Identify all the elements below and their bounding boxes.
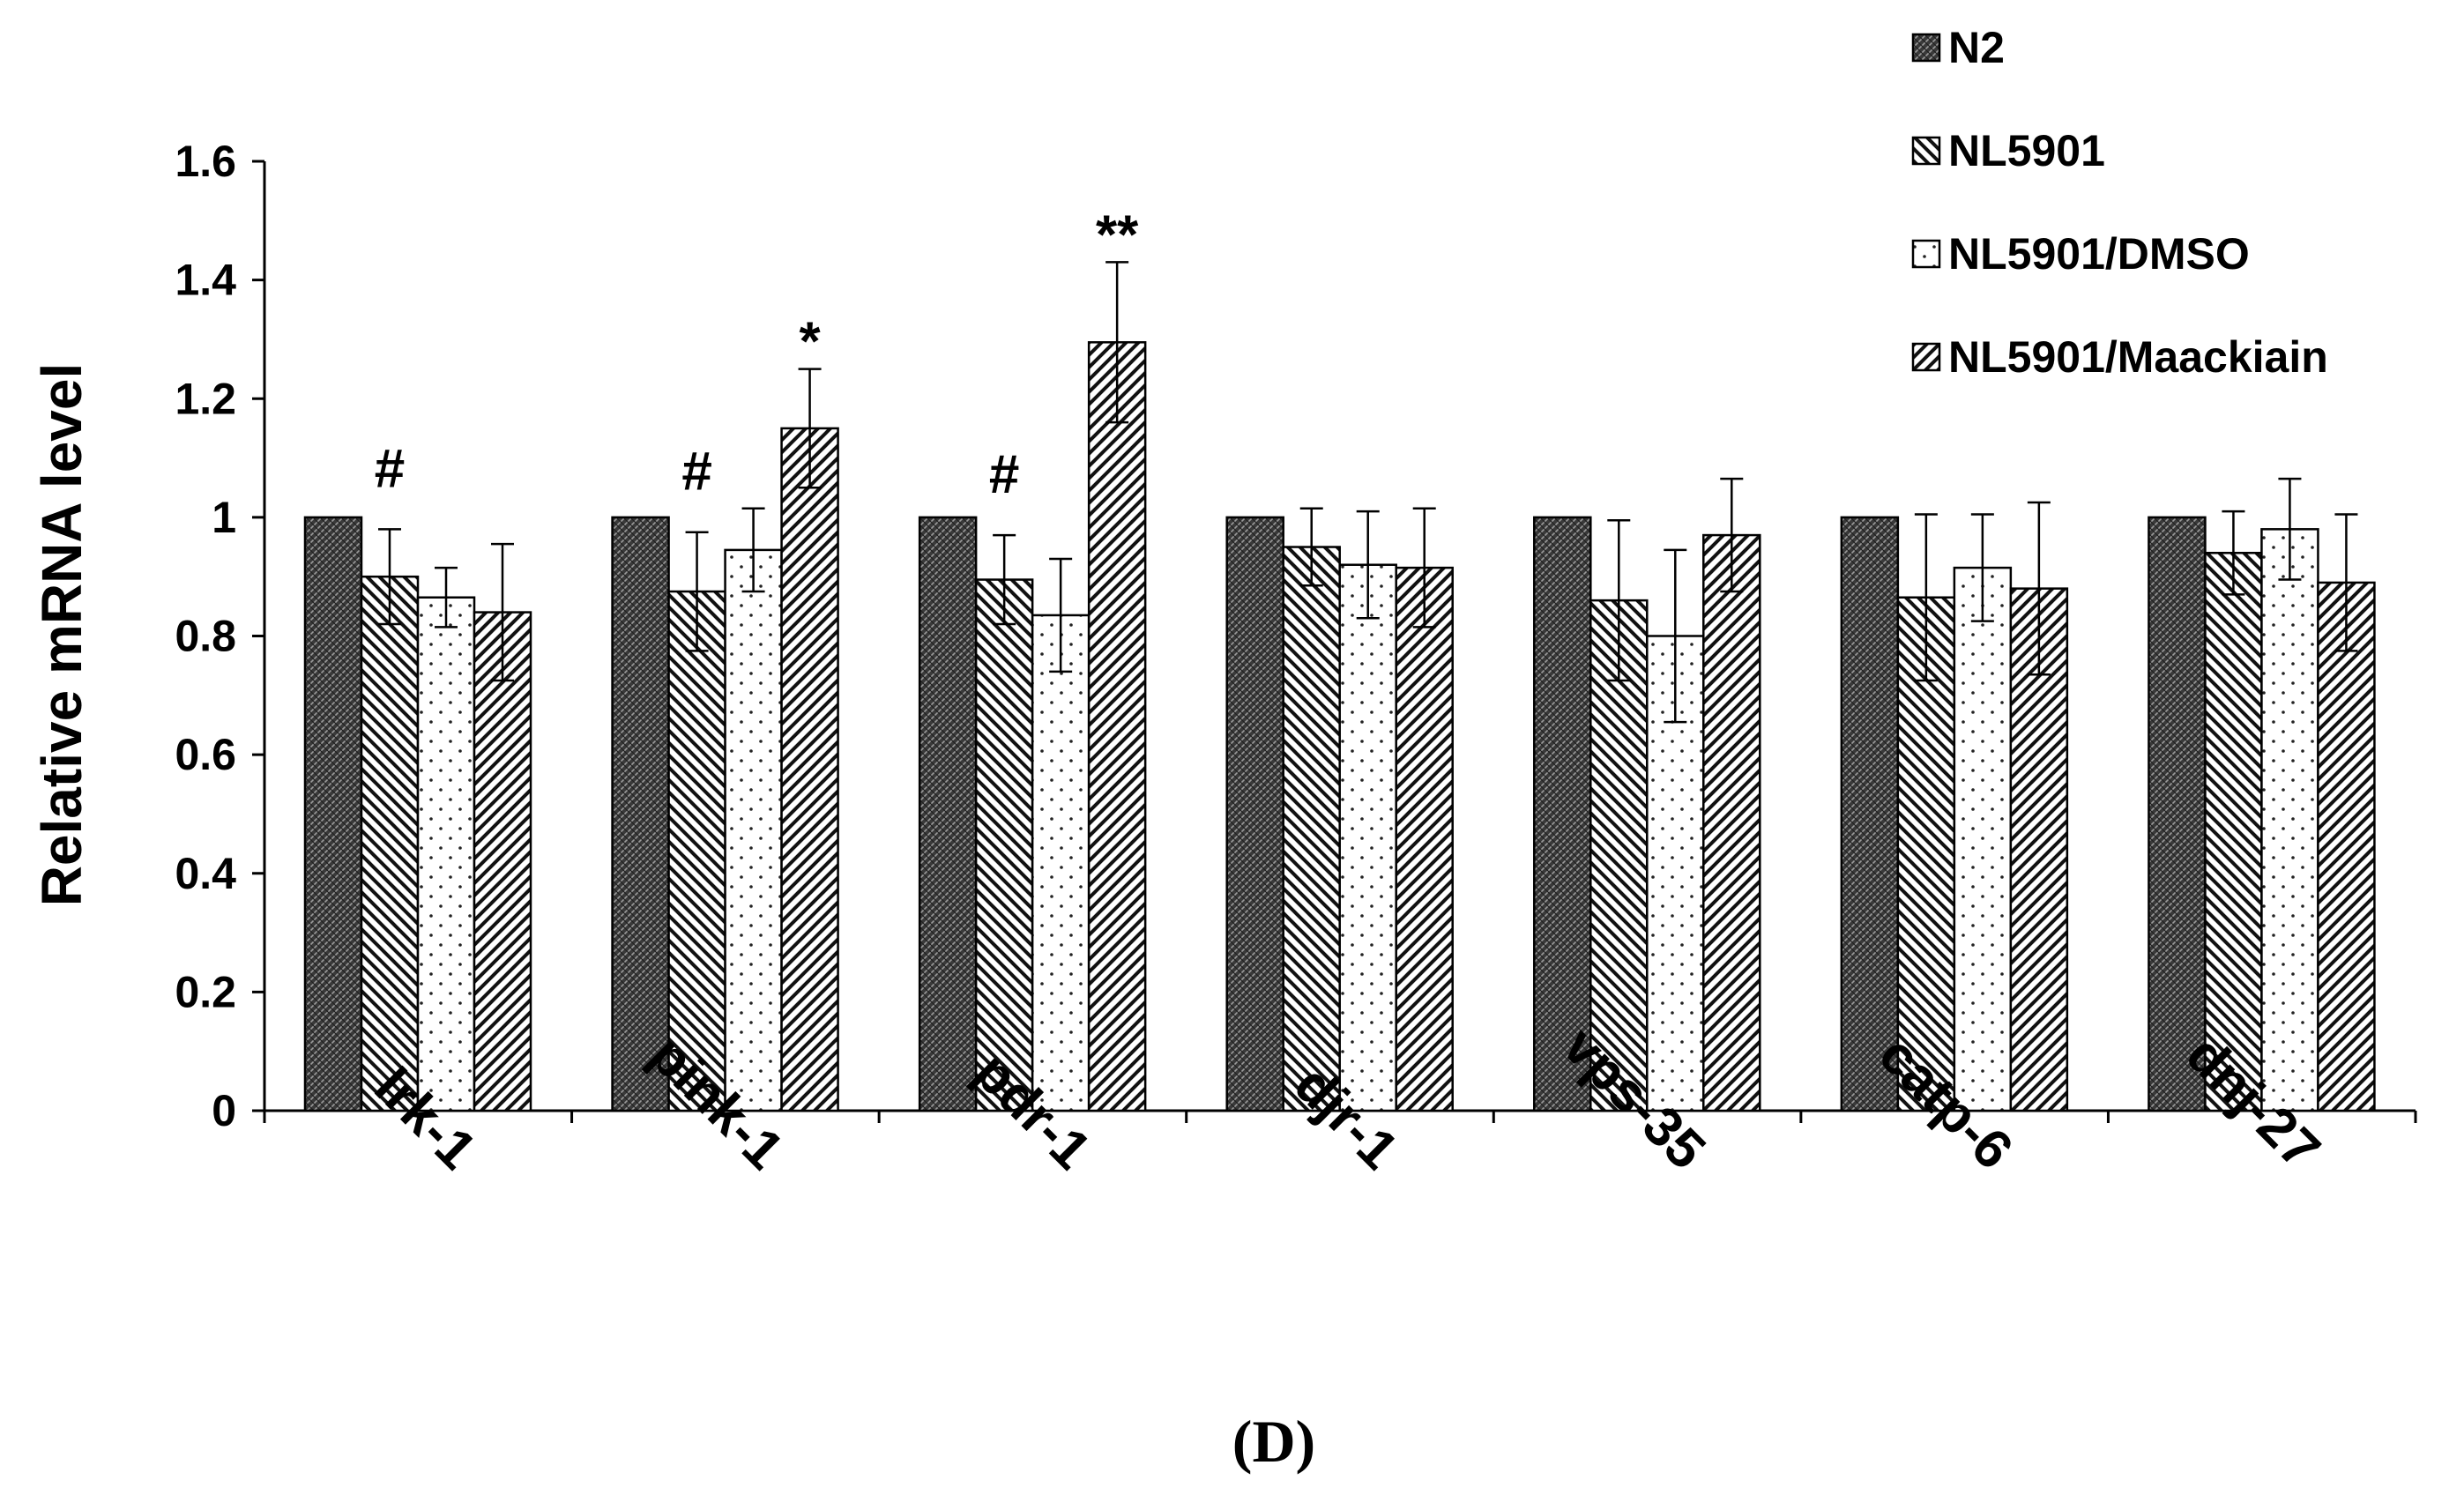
legend-swatch — [1911, 342, 1941, 372]
error-bar — [798, 368, 822, 489]
error-bar — [2222, 510, 2245, 596]
y-axis-label: Relative mRNA level — [30, 363, 93, 907]
bar-nl5901-lrk-1 — [360, 575, 420, 1112]
significance-mark: # — [681, 442, 711, 502]
bar-n2-catp-6 — [1840, 516, 1900, 1112]
bar-nl5901-maackiain-lrk-1 — [473, 611, 532, 1112]
y-tick-label: 0.4 — [175, 849, 236, 898]
bars — [303, 341, 2376, 1112]
bar-n2-djr-1 — [1225, 516, 1284, 1112]
error-bar — [1412, 507, 1436, 629]
y-tick-label: 1.4 — [175, 256, 236, 305]
error-bar — [1049, 557, 1073, 673]
legend-swatch — [1911, 239, 1941, 269]
y-tick-label: 0.8 — [175, 612, 236, 661]
error-bar — [2278, 477, 2302, 581]
bar-nl5901-maackiain-pink-1 — [780, 427, 839, 1112]
significance-mark: # — [375, 438, 405, 499]
bar-nl5901-dmso-pdr-1 — [1031, 614, 1091, 1112]
bar-nl5901-dmso-catp-6 — [1953, 566, 2013, 1112]
error-bar — [1914, 513, 1938, 682]
legend-label: N2 — [1948, 23, 2005, 72]
y-tick-label: 1 — [212, 493, 236, 542]
bar-nl5901-dmso-dnj-27 — [2260, 528, 2319, 1112]
error-bar — [741, 507, 765, 593]
error-bar — [2027, 501, 2051, 676]
bar-n2-lrk-1 — [303, 516, 363, 1112]
error-bar — [435, 566, 458, 629]
error-bar — [685, 531, 709, 652]
bar-nl5901-maackiain-dnj-27 — [2317, 581, 2376, 1112]
error-bar — [1607, 518, 1631, 682]
bar-n2-dnj-27 — [2148, 516, 2207, 1112]
legend-label: NL5901/DMSO — [1948, 229, 2250, 279]
bar-nl5901-maackiain-pdr-1 — [1087, 341, 1147, 1112]
y-tick-label: 0.6 — [175, 730, 236, 779]
error-bar — [378, 528, 401, 626]
legend-label: NL5901/Maackiain — [1948, 332, 2328, 382]
legend-item: NL5901/DMSO — [1911, 229, 2250, 279]
significance-mark: * — [800, 312, 822, 373]
significance-mark: # — [989, 444, 1019, 505]
bar-nl5901-pdr-1 — [974, 578, 1034, 1112]
bar-n2-pdr-1 — [918, 516, 978, 1112]
bar-nl5901-maackiain-vps-35 — [1702, 533, 1761, 1112]
bar-nl5901-dmso-lrk-1 — [416, 596, 476, 1112]
panel-label: (D) — [1232, 1408, 1315, 1475]
error-bar — [1299, 507, 1323, 587]
y-tick-label: 0 — [212, 1086, 236, 1135]
y-tick-label: 0.2 — [175, 967, 236, 1016]
error-bar — [1664, 548, 1687, 724]
bar-nl5901-maackiain-djr-1 — [1395, 566, 1454, 1112]
legend-item: N2 — [1911, 23, 2005, 72]
y-tick-labels: 0 0.2 0.4 0.6 0.8 1 1.2 1.4 1.6 — [175, 137, 236, 1135]
y-tick-label: 1.6 — [175, 137, 236, 186]
error-bar — [993, 533, 1016, 626]
error-bar — [1720, 477, 1744, 593]
legend-item: NL5901/Maackiain — [1911, 332, 2328, 382]
legend-label: NL5901 — [1948, 126, 2105, 175]
bar-nl5901-vps-35 — [1589, 599, 1649, 1112]
bar-n2-vps-35 — [1533, 516, 1592, 1112]
error-bar — [2334, 513, 2358, 652]
bar-nl5901-djr-1 — [1282, 546, 1341, 1112]
significance-mark: ** — [1096, 205, 1139, 265]
legend-swatch — [1911, 33, 1941, 63]
bar-nl5901-dmso-pink-1 — [724, 548, 783, 1112]
significance-annotations: # # * # ** — [375, 205, 1139, 505]
legend-swatch — [1911, 136, 1941, 166]
bar-nl5901-dmso-djr-1 — [1338, 563, 1397, 1112]
error-bar — [1356, 510, 1380, 620]
bar-nl5901-catp-6 — [1896, 596, 1956, 1112]
error-bar — [1970, 513, 1994, 622]
error-bar — [491, 542, 514, 682]
legend: N2 NL5901 NL5901/DMSO NL5901/Maackiain — [1911, 23, 2328, 382]
bar-n2-pink-1 — [611, 516, 670, 1112]
error-bar — [1105, 261, 1129, 424]
error-bars — [378, 261, 2358, 724]
legend-item: NL5901 — [1911, 126, 2105, 175]
y-tick-label: 1.2 — [175, 374, 236, 423]
